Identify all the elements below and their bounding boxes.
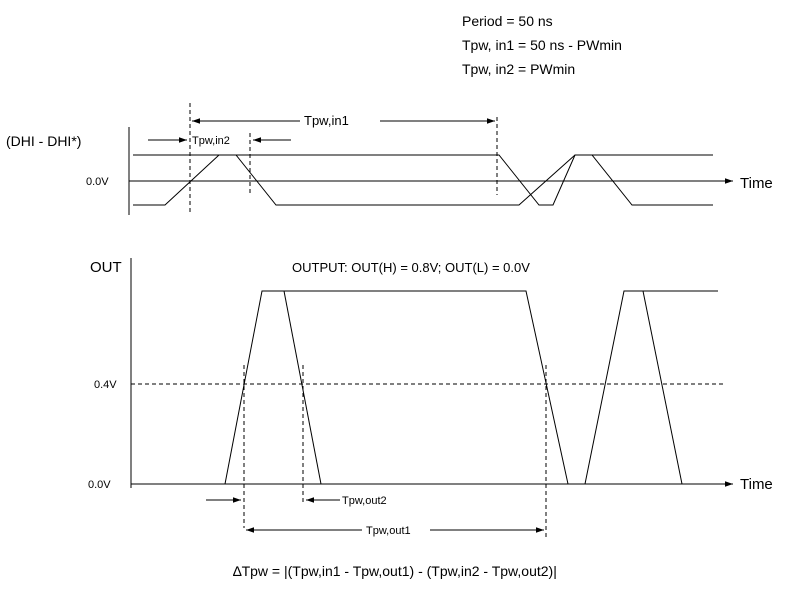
tpw-in1-label: Tpw,in1 [304,113,349,128]
output-waveform-b-edge [642,290,683,485]
input-signal-label: (DHI - DHI*) [6,133,81,149]
tpw-out2-label: Tpw,out2 [342,495,387,507]
input-waveform-b [133,154,713,206]
input-time-label: Time [740,175,773,192]
output-time-label: Time [740,476,773,493]
input-waveform-a [133,154,713,206]
tpw-in2-label: Tpw,in2 [192,135,230,147]
output-mid-level-label: 0.4V [94,379,117,391]
output-zero-level-label: 0.0V [88,479,111,491]
delta-tpw-formula: ∆Tpw = |(Tpw,in1 - Tpw,out1) - (Tpw,in2 … [233,563,557,579]
input-zero-level-label: 0.0V [86,176,109,188]
period-text: Period = 50 ns [462,13,553,29]
tpw-in1-definition: Tpw, in1 = 50 ns - PWmin [462,37,622,53]
tpw-out1-label: Tpw,out1 [366,525,411,537]
output-levels-text: OUTPUT: OUT(H) = 0.8V; OUT(L) = 0.0V [292,260,530,275]
output-waveform-b [584,290,718,485]
tpw-in2-definition: Tpw, in2 = PWmin [462,61,575,77]
output-signal-label: OUT [90,259,122,276]
output-waveform-a [224,290,569,485]
